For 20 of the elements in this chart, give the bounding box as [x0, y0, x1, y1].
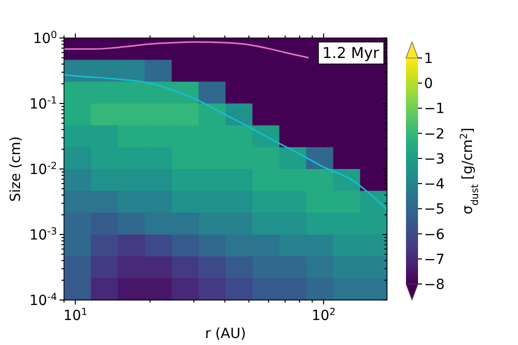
- color-bar-label: 1: [424, 51, 433, 67]
- x-axis-title: r (AU): [205, 326, 246, 342]
- x-tick-label: 10$^{2}$: [312, 306, 336, 324]
- x-tick-label: 10$^{1}$: [63, 306, 88, 324]
- y-tick-label: 10$^{-2}$: [29, 160, 57, 178]
- color-bar-label: −4: [424, 176, 445, 193]
- y-tick-label: 10$^{-3}$: [29, 226, 57, 244]
- color-bar-label: −8: [424, 277, 445, 293]
- y-tick-label: 10$^{-1}$: [29, 95, 57, 112]
- color-bar-label: 0: [424, 76, 433, 92]
- color-bar-label: −2: [424, 126, 445, 142]
- y-tick-label: 10$^{0}$: [32, 30, 57, 47]
- y-tick-label: 10$^{-4}$: [29, 292, 57, 309]
- color-bar-label: −5: [424, 202, 445, 218]
- color-bar-label: −3: [424, 151, 445, 168]
- color-bar-label: −1: [424, 101, 445, 118]
- color-bar-label: −7: [424, 252, 445, 268]
- y-axis-title: Size (cm): [8, 136, 24, 202]
- color-bar-label: −6: [424, 226, 445, 243]
- annotation: 1.2 Myr: [322, 44, 380, 62]
